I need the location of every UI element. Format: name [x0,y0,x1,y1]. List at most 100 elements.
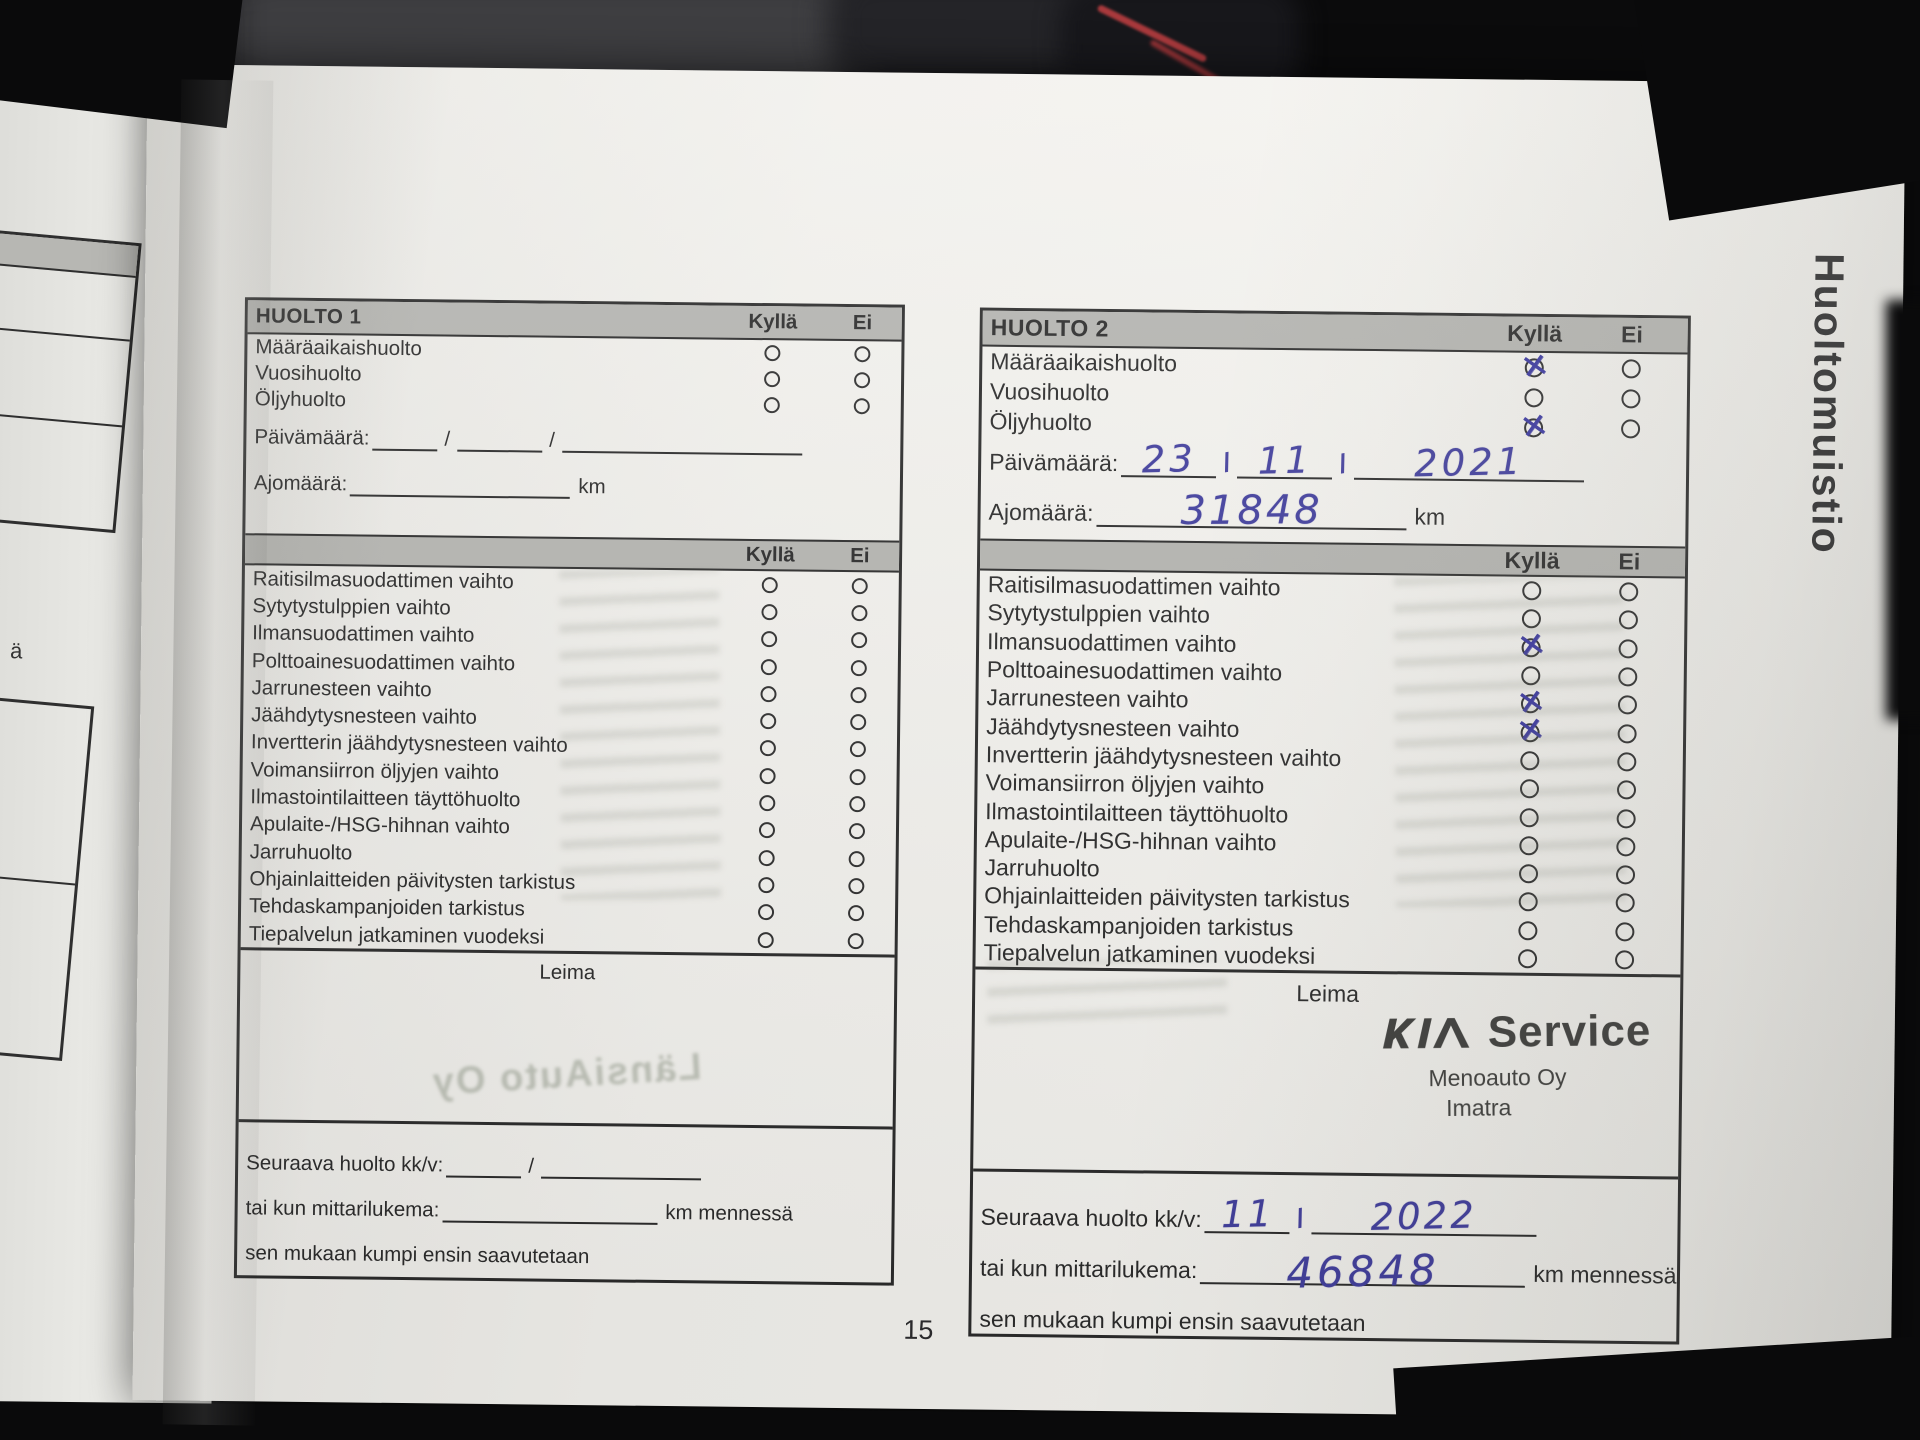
kylla-checkbox [759,822,776,839]
next-odometer-row: tai kun mittarilukema: 46848 km mennessä [979,1231,1678,1298]
mileage-field-row: Ajomäärä: km [246,458,900,511]
stamp-area: Leima LänsiAuto Oy [238,947,895,1127]
ei-checkbox [850,686,867,704]
pen-x-mark: ✕ [1513,708,1548,752]
next-year-blank: 2022 [1310,1193,1537,1239]
service-type-rows: Määräaikaishuolto ✕ Vuosihuolto Öljyhuolto ✕ [981,344,1687,447]
kylla-checkbox [1519,779,1540,799]
kylla-checkbox [758,904,775,921]
next-month-blank [446,1151,522,1179]
ei-checkbox [1618,667,1638,687]
kylla-checkbox [1519,807,1539,827]
next-service-date-row: Seuraava huolto kk/v: / [246,1130,892,1182]
bleed-through-stamp: LänsiAuto Oy [429,1046,703,1104]
kia-logo-icon [1382,1018,1469,1049]
km-by-label: km mennessä [1533,1260,1677,1289]
kylla-checkbox [764,371,781,388]
kylla-checkbox [763,397,781,414]
booklet-page: Huoltomuistio HUOLTO 1 Kyllä Ei Määräaik… [132,64,1906,1420]
service-item-label: Apulaite-/HSG-hihnan vaihto [984,825,1277,856]
date-day-blank [372,424,438,452]
service-item-label: Ilmansuodattimen vaihto [986,627,1237,657]
kylla-checkbox [1518,892,1538,912]
column-header-no: Ei [852,311,873,335]
date-label: Päivämäärä: [254,425,370,450]
whichever-first-label: sen mukaan kumpi ensin saavutetaan [979,1305,1366,1336]
ei-checkbox [1616,837,1636,857]
service-item-label: Tehdaskampanjoiden tarkistus [983,910,1294,941]
date-year-blank [561,426,803,456]
whichever-first-label: sen mukaan kumpi ensin saavutetaan [245,1241,590,1269]
next-month-blank: 11 [1204,1192,1290,1236]
ei-checkbox [853,372,870,389]
ei-checkbox [850,632,867,649]
ei-checkbox [1617,723,1638,744]
ei-checkbox [1616,808,1637,829]
mileage-blank: 31848 [1096,487,1407,534]
mileage-field-row: Ajomäärä: 31848 km [980,485,1686,543]
km-by-label: km mennessä [665,1201,794,1226]
divider [0,406,123,427]
stamp-area-label: Leima [539,960,596,985]
service-item-label: Invertterin jäähdytysnesteen vaihto [250,730,568,758]
kylla-checkbox: ✕ [1514,624,1548,667]
whichever-first-row: sen mukaan kumpi ensin saavutetaan [245,1220,891,1272]
service-item-label: Tehdaskampanjoiden tarkistus [248,894,525,921]
ei-checkbox [854,346,871,363]
handwritten-next-month: 11 [1220,1192,1275,1237]
date-separator: / [528,1154,535,1178]
service-item-label: Öljyhuolto [254,387,347,412]
mileage-blank [350,470,571,499]
next-service-section: Seuraava huolto kk/v: 11 / 2022 tai kun … [971,1168,1679,1342]
partial-letter: ä [9,638,23,664]
stamp-area: Leima Service Menoauto Oy Imat [973,966,1681,1177]
service-table-huolto2: HUOLTO 2 Kyllä Ei Määräaikaishuolto ✕ Vuos… [968,307,1691,1345]
stamp-logo-row: Service [1368,1006,1660,1059]
ei-checkbox [1615,893,1636,913]
kylla-checkbox [760,685,777,703]
service-table-huolto1: HUOLTO 1 Kyllä Ei Määräaikaishuolto Vuosi… [233,297,905,1286]
service-item-label: Voimansiirron öljyjen vaihto [250,758,500,784]
date-month-blank [457,425,543,453]
date-label: Päivämäärä: [989,448,1119,477]
date-separator: / [549,428,556,452]
ei-checkbox [849,768,866,785]
ei-checkbox [848,823,865,840]
column-header-no: Ei [1618,548,1641,575]
date-field-row: Päivämäärä: / / [246,412,900,465]
column-header-no: Ei [850,544,870,568]
km-unit: km [1414,503,1446,530]
kylla-checkbox [1518,920,1538,941]
date-year-blank: 2021 [1353,440,1585,485]
ei-checkbox [847,905,864,922]
handwritten-month: 11 [1257,438,1314,483]
service-item-label: Ohjainlaitteiden päivitysten tarkistus [984,882,1351,913]
kylla-checkbox [1518,864,1539,884]
odometer-label: tai kun mittarilukema: [979,1254,1198,1284]
service-item-label: Jarruhuolto [249,839,353,865]
kylla-checkbox [761,604,778,621]
ei-checkbox [1621,389,1641,409]
next-odometer-blank: 46848 [1200,1245,1526,1298]
table-title: HUOLTO 2 [990,314,1110,342]
service-item-label: Tiepalvelun jatkaminen vuodeksi [248,921,545,949]
ei-checkbox [848,877,865,895]
partial-table-fragment [0,690,95,1062]
service-item-label: Määräaikaishuolto [990,348,1178,377]
ei-checkbox [1621,359,1642,379]
service-item-label: Ohjainlaitteiden päivitysten tarkistus [249,867,576,894]
date-month-blank: 11 [1237,438,1333,483]
next-year-blank [540,1152,702,1181]
ei-checkbox [851,577,868,594]
divider [0,321,130,342]
mileage-label: Ajomäärä: [988,498,1094,526]
next-service-label: Seuraava huolto kk/v: [246,1151,444,1177]
kylla-checkbox [759,740,777,757]
handwritten-year: 2021 [1413,439,1525,486]
kylla-checkbox [1519,835,1539,856]
column-header-yes: Kyllä [745,542,795,567]
date-separator: / [444,427,451,451]
ei-checkbox [1621,419,1641,439]
service-item-label: Jäähdytysnesteen vaihto [986,712,1240,742]
